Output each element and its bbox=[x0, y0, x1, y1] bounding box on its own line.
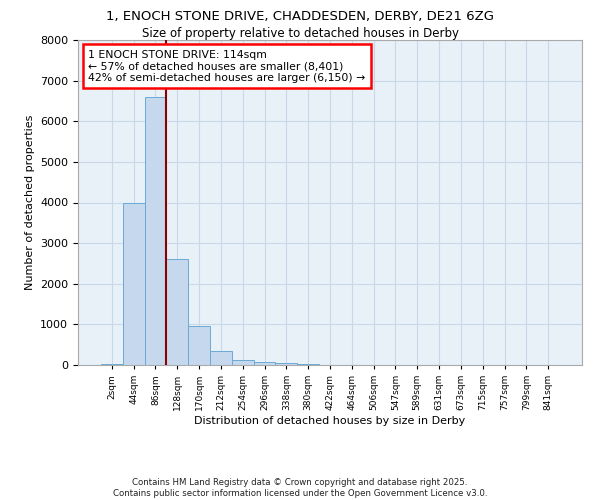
Bar bbox=[145, 97, 166, 365]
Bar bbox=[188, 326, 210, 365]
Bar bbox=[101, 364, 123, 365]
Bar bbox=[123, 202, 145, 365]
Bar bbox=[232, 360, 254, 365]
Text: Contains HM Land Registry data © Crown copyright and database right 2025.
Contai: Contains HM Land Registry data © Crown c… bbox=[113, 478, 487, 498]
Bar bbox=[210, 351, 232, 365]
X-axis label: Distribution of detached houses by size in Derby: Distribution of detached houses by size … bbox=[194, 416, 466, 426]
Text: 1 ENOCH STONE DRIVE: 114sqm
← 57% of detached houses are smaller (8,401)
42% of : 1 ENOCH STONE DRIVE: 114sqm ← 57% of det… bbox=[88, 50, 365, 83]
Bar bbox=[297, 364, 319, 365]
Bar bbox=[166, 260, 188, 365]
Text: Size of property relative to detached houses in Derby: Size of property relative to detached ho… bbox=[142, 28, 458, 40]
Bar bbox=[275, 364, 297, 365]
Bar bbox=[254, 362, 275, 365]
Text: 1, ENOCH STONE DRIVE, CHADDESDEN, DERBY, DE21 6ZG: 1, ENOCH STONE DRIVE, CHADDESDEN, DERBY,… bbox=[106, 10, 494, 23]
Y-axis label: Number of detached properties: Number of detached properties bbox=[25, 115, 35, 290]
